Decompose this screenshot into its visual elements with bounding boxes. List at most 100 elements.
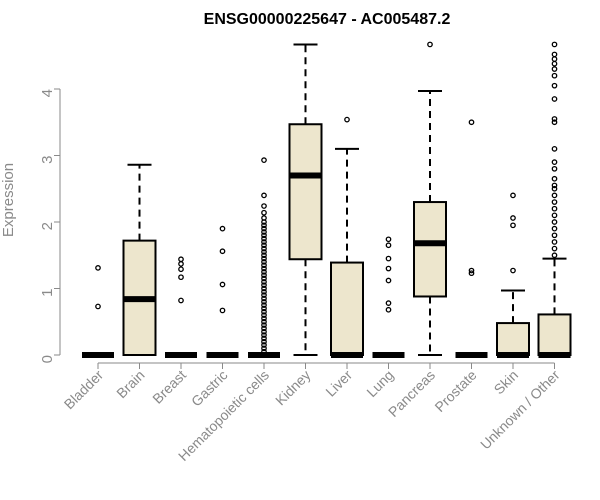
outlier-point bbox=[261, 242, 267, 249]
outlier-point bbox=[219, 307, 226, 314]
outlier-point bbox=[261, 232, 267, 239]
outlier-point bbox=[261, 302, 267, 308]
outlier-point bbox=[385, 300, 392, 306]
outlier-point bbox=[261, 332, 267, 338]
outlier-point bbox=[261, 305, 267, 312]
outlier-point bbox=[385, 236, 392, 243]
box-brain bbox=[122, 163, 157, 356]
box-gastric bbox=[206, 225, 239, 358]
box-iqr bbox=[537, 313, 572, 356]
box-iqr bbox=[288, 123, 323, 261]
outlier-point bbox=[178, 266, 184, 273]
outlier-point bbox=[261, 338, 267, 345]
x-tick-label: Prostate bbox=[431, 367, 479, 415]
outlier-point bbox=[344, 116, 350, 123]
x-tick-label: Skin bbox=[491, 367, 522, 398]
outlier-point bbox=[261, 325, 267, 332]
outlier-point bbox=[261, 229, 267, 235]
outlier-point bbox=[261, 308, 267, 315]
outlier-point bbox=[261, 269, 267, 275]
box-unknown-other bbox=[537, 41, 572, 358]
box-pancreas bbox=[413, 41, 447, 356]
outlier-point bbox=[261, 265, 267, 272]
outlier-point bbox=[551, 165, 558, 172]
outlier-point bbox=[385, 306, 392, 313]
outlier-point bbox=[261, 348, 267, 355]
outlier-point bbox=[178, 256, 184, 263]
outlier-point bbox=[261, 249, 267, 255]
outlier-point bbox=[551, 82, 558, 89]
x-tick-label: Breast bbox=[149, 367, 189, 407]
outlier-point bbox=[551, 219, 558, 225]
outlier-point bbox=[551, 159, 558, 165]
outlier-point bbox=[551, 116, 558, 122]
outlier-point bbox=[551, 56, 558, 62]
outlier-point bbox=[551, 225, 558, 232]
box-breast bbox=[165, 256, 197, 358]
y-tick-label: 3 bbox=[39, 156, 56, 164]
outlier-point bbox=[551, 232, 558, 239]
outlier-point bbox=[468, 267, 475, 274]
outlier-point bbox=[95, 303, 101, 310]
outlier-point bbox=[551, 205, 558, 212]
outlier-point bbox=[385, 277, 392, 284]
outlier-point bbox=[510, 222, 516, 229]
outlier-point bbox=[551, 72, 558, 79]
outlier-point bbox=[261, 315, 267, 322]
outlier-point bbox=[261, 209, 267, 216]
outlier-point bbox=[261, 222, 267, 229]
outlier-point bbox=[385, 242, 392, 249]
outlier-point bbox=[468, 270, 475, 277]
outlier-point bbox=[261, 252, 267, 259]
y-axis-label: Expression bbox=[0, 163, 17, 237]
box-kidney bbox=[288, 43, 323, 356]
outlier-point bbox=[385, 255, 392, 262]
outlier-point bbox=[551, 239, 558, 245]
outlier-point bbox=[551, 51, 558, 58]
outlier-point bbox=[261, 342, 267, 348]
outlier-point bbox=[261, 259, 267, 265]
outlier-point bbox=[261, 262, 267, 269]
outlier-point bbox=[551, 41, 558, 48]
outlier-point bbox=[261, 255, 267, 262]
outlier-point bbox=[510, 215, 516, 221]
outlier-point bbox=[261, 203, 267, 209]
outlier-point bbox=[261, 318, 267, 325]
x-tick-label: Kidney bbox=[272, 367, 314, 409]
box-iqr bbox=[413, 201, 447, 298]
y-axis: 0 1 2 3 4 bbox=[39, 88, 61, 363]
x-tick-label: Bladder bbox=[61, 367, 107, 413]
outlier-point bbox=[261, 272, 267, 279]
box-skin bbox=[496, 192, 530, 358]
y-tick-label: 4 bbox=[39, 89, 56, 97]
outlier-point bbox=[261, 288, 267, 295]
outlier-point bbox=[551, 66, 558, 72]
outlier-point bbox=[178, 297, 184, 304]
outlier-point bbox=[551, 212, 558, 219]
outlier-point bbox=[551, 175, 558, 182]
outlier-point bbox=[551, 119, 558, 126]
outlier-point bbox=[551, 185, 558, 192]
outlier-point bbox=[261, 312, 267, 318]
outlier-point bbox=[261, 285, 267, 292]
outlier-point bbox=[261, 282, 267, 289]
outlier-point bbox=[261, 275, 267, 282]
outlier-point bbox=[551, 146, 558, 152]
outlier-point bbox=[219, 225, 226, 232]
box-iqr bbox=[496, 322, 530, 356]
outlier-point bbox=[551, 60, 558, 67]
outlier-point bbox=[551, 199, 558, 205]
outlier-point bbox=[219, 281, 226, 288]
outlier-point bbox=[261, 192, 267, 199]
outlier-point bbox=[261, 225, 267, 232]
box-bladder bbox=[82, 265, 114, 358]
box-prostate bbox=[455, 119, 488, 358]
chart-title: ENSG00000225647 - AC005487.2 bbox=[204, 11, 451, 28]
outlier-point bbox=[261, 292, 267, 298]
outlier-point bbox=[261, 235, 267, 242]
outlier-point bbox=[261, 157, 267, 164]
outlier-point bbox=[261, 335, 267, 342]
x-tick-label: Unknown / Other bbox=[477, 367, 563, 453]
